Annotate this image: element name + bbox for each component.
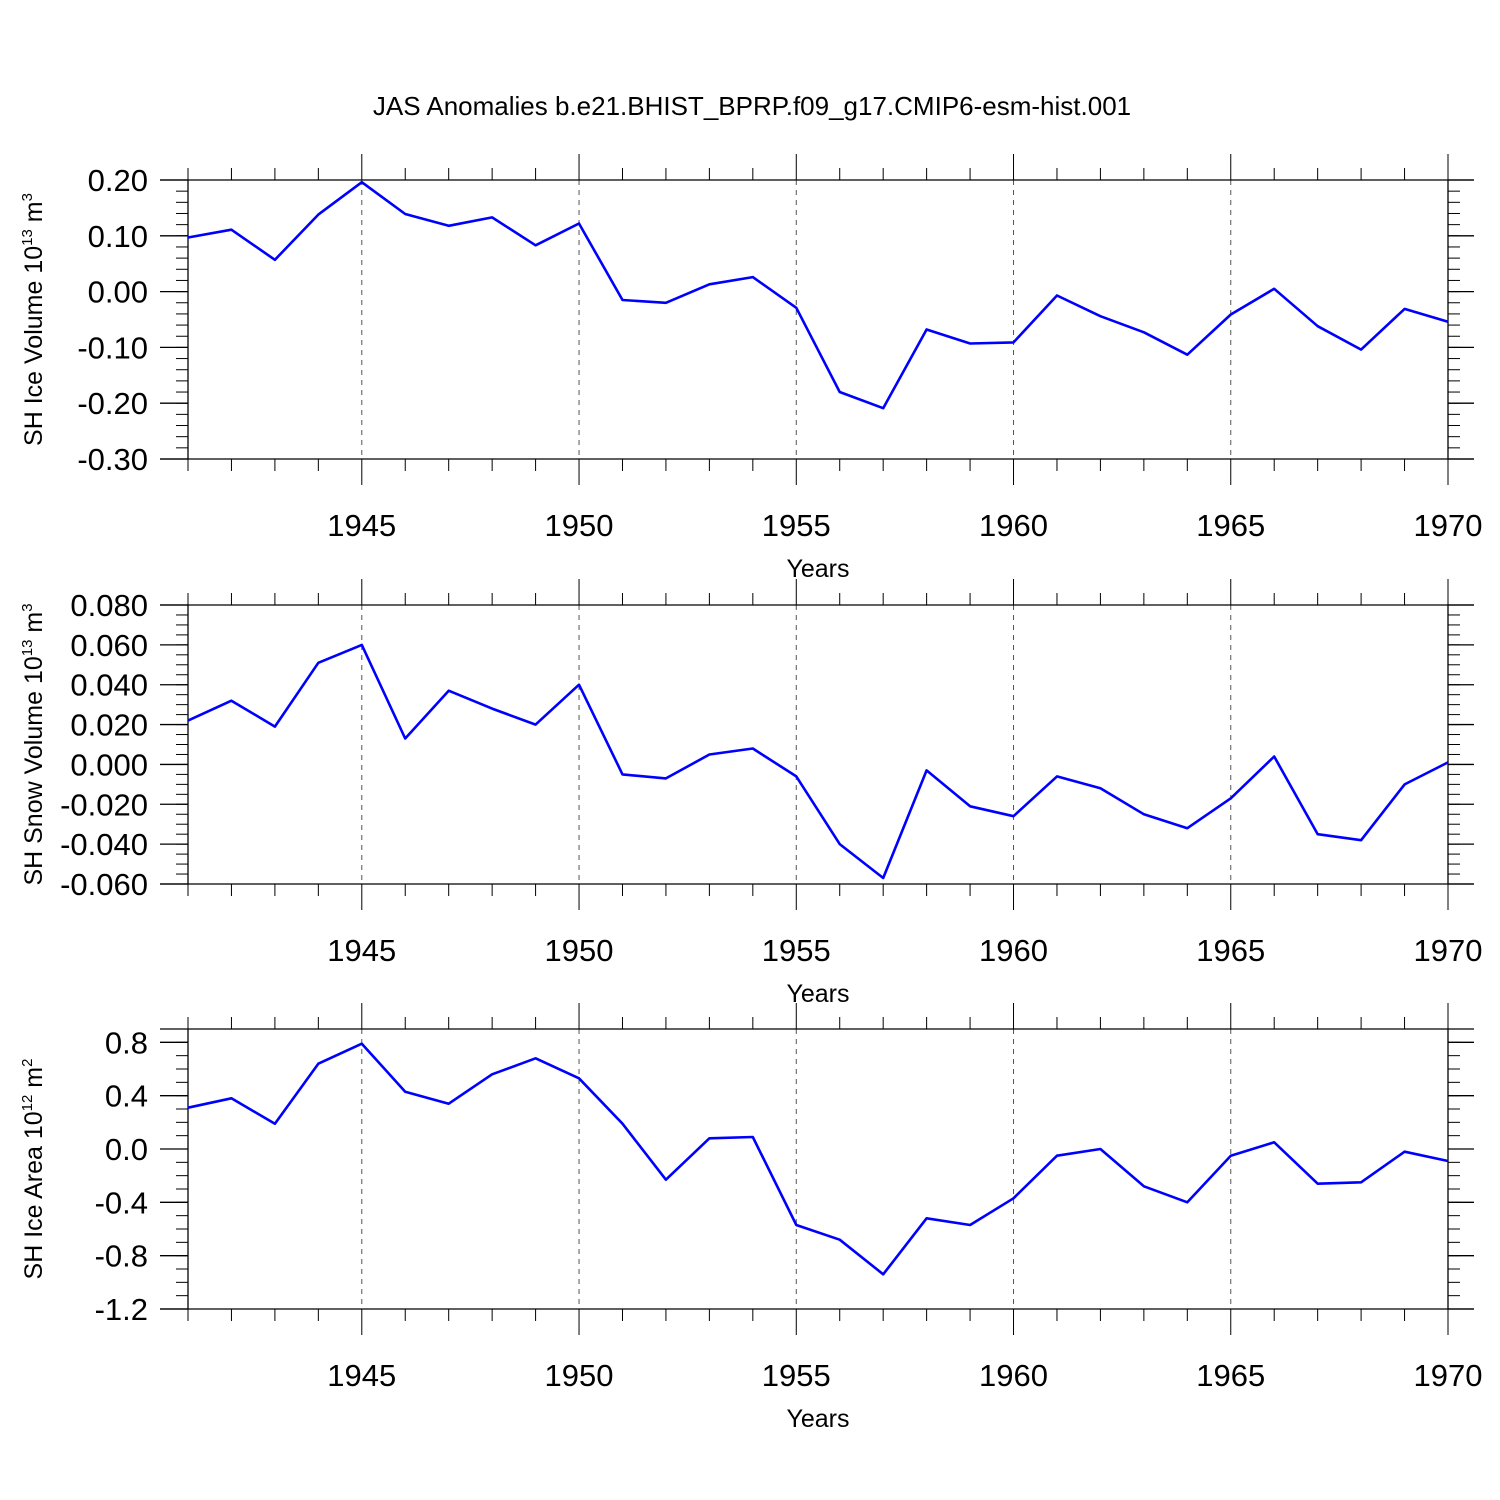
x-tick-label: 1970	[1414, 933, 1483, 968]
x-tick-label: 1960	[979, 508, 1048, 543]
y-tick-label: -1.2	[95, 1292, 148, 1327]
x-tick-label: 1970	[1414, 1358, 1483, 1393]
series-line	[187, 643, 1449, 880]
y-tick-label: -0.040	[60, 827, 148, 862]
y-tick-label: 0.000	[70, 747, 148, 782]
panel-1: -0.30 -0.20 -0.10 0.00 0.10 0.20 1945 1950 1955 1…	[19, 154, 1482, 583]
y-tick-label: 0.080	[70, 588, 148, 623]
x-tick-label: 1955	[762, 1358, 831, 1393]
y-tick-label: -0.020	[60, 787, 148, 822]
y-tick-label: 0.20	[88, 163, 148, 198]
y-tick-label: -0.8	[95, 1239, 148, 1274]
series-line	[187, 1042, 1449, 1276]
x-tick-label: 1950	[545, 508, 614, 543]
x-axis-title: Years	[786, 1405, 849, 1433]
x-axis-title: Years	[786, 980, 849, 1008]
y-tick-label: 0.10	[88, 219, 148, 254]
x-tick-label: 1945	[327, 1358, 396, 1393]
series-line	[187, 180, 1449, 410]
x-tick-label: 1950	[545, 1358, 614, 1393]
y-tick-label: 0.0	[105, 1132, 148, 1167]
y-tick-label: -0.060	[60, 867, 148, 902]
y-tick-label: 0.040	[70, 668, 148, 703]
x-tick-label: 1960	[979, 933, 1048, 968]
y-tick-label: 0.020	[70, 708, 148, 743]
x-axis-title: Years	[786, 555, 849, 583]
y-tick-label: 0.8	[105, 1025, 148, 1060]
x-tick-label: 1965	[1196, 1358, 1265, 1393]
y-axis-title: SH Ice Area 1012 m2	[19, 1059, 48, 1280]
x-tick-label: 1965	[1196, 933, 1265, 968]
y-tick-label: 0.060	[70, 628, 148, 663]
chart-title: JAS Anomalies b.e21.BHIST_BPRP.f09_g17.C…	[373, 91, 1131, 121]
panels: -0.30 -0.20 -0.10 0.00 0.10 0.20 1945 1950 1955 1…	[19, 154, 1482, 1433]
x-tick-label: 1960	[979, 1358, 1048, 1393]
x-tick-label: 1955	[762, 933, 831, 968]
panel-2: -0.060 -0.040 -0.020 0.000 0.020 0.040 0.060 0.…	[19, 579, 1482, 1008]
y-axis-title: SH Snow Volume 1013 m3	[19, 603, 48, 885]
y-tick-label: -0.4	[95, 1185, 148, 1220]
y-tick-label: -0.20	[77, 386, 148, 421]
x-tick-label: 1955	[762, 508, 831, 543]
y-tick-label: -0.30	[77, 442, 148, 477]
y-axis-title: SH Ice Volume 1013 m3	[19, 193, 48, 446]
x-tick-label: 1970	[1414, 508, 1483, 543]
x-tick-label: 1945	[327, 933, 396, 968]
y-tick-label: 0.4	[105, 1079, 148, 1114]
x-tick-label: 1945	[327, 508, 396, 543]
x-tick-label: 1950	[545, 933, 614, 968]
x-tick-label: 1965	[1196, 508, 1265, 543]
y-tick-label: 0.00	[88, 275, 148, 310]
y-tick-label: -0.10	[77, 330, 148, 365]
panel-3: -1.2 -0.8 -0.4 0.0 0.4 0.8 1945 1950 1955 1960 196…	[19, 1003, 1482, 1433]
